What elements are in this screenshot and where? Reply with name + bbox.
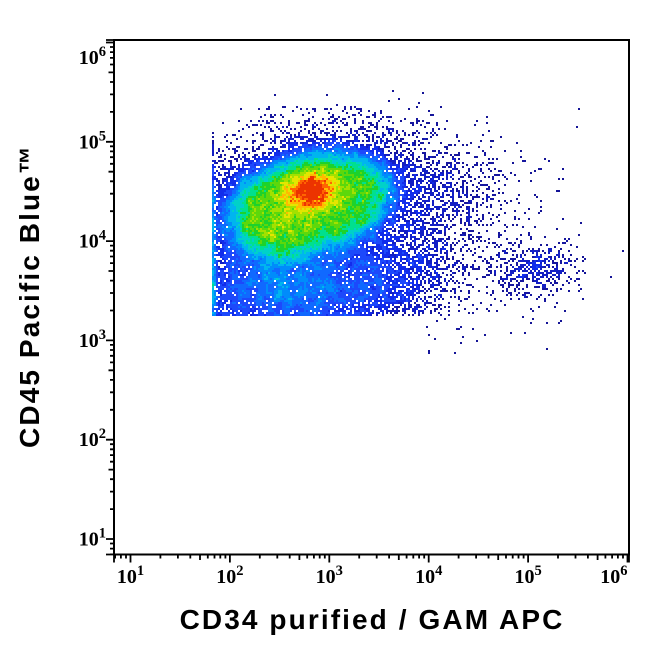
svg-text:105: 105 bbox=[79, 128, 106, 153]
svg-text:104: 104 bbox=[79, 228, 106, 253]
svg-text:103: 103 bbox=[79, 327, 106, 352]
svg-text:103: 103 bbox=[316, 563, 343, 588]
svg-text:105: 105 bbox=[514, 563, 541, 588]
svg-text:106: 106 bbox=[600, 563, 627, 588]
svg-text:106: 106 bbox=[79, 44, 106, 69]
svg-text:102: 102 bbox=[216, 563, 243, 588]
svg-text:101: 101 bbox=[79, 526, 106, 551]
svg-text:102: 102 bbox=[79, 426, 106, 451]
svg-text:101: 101 bbox=[117, 563, 144, 588]
svg-text:CD34 purified / GAM APC: CD34 purified / GAM APC bbox=[180, 604, 565, 635]
svg-text:CD45 Pacific Blue™: CD45 Pacific Blue™ bbox=[14, 144, 45, 448]
svg-text:104: 104 bbox=[415, 563, 442, 588]
